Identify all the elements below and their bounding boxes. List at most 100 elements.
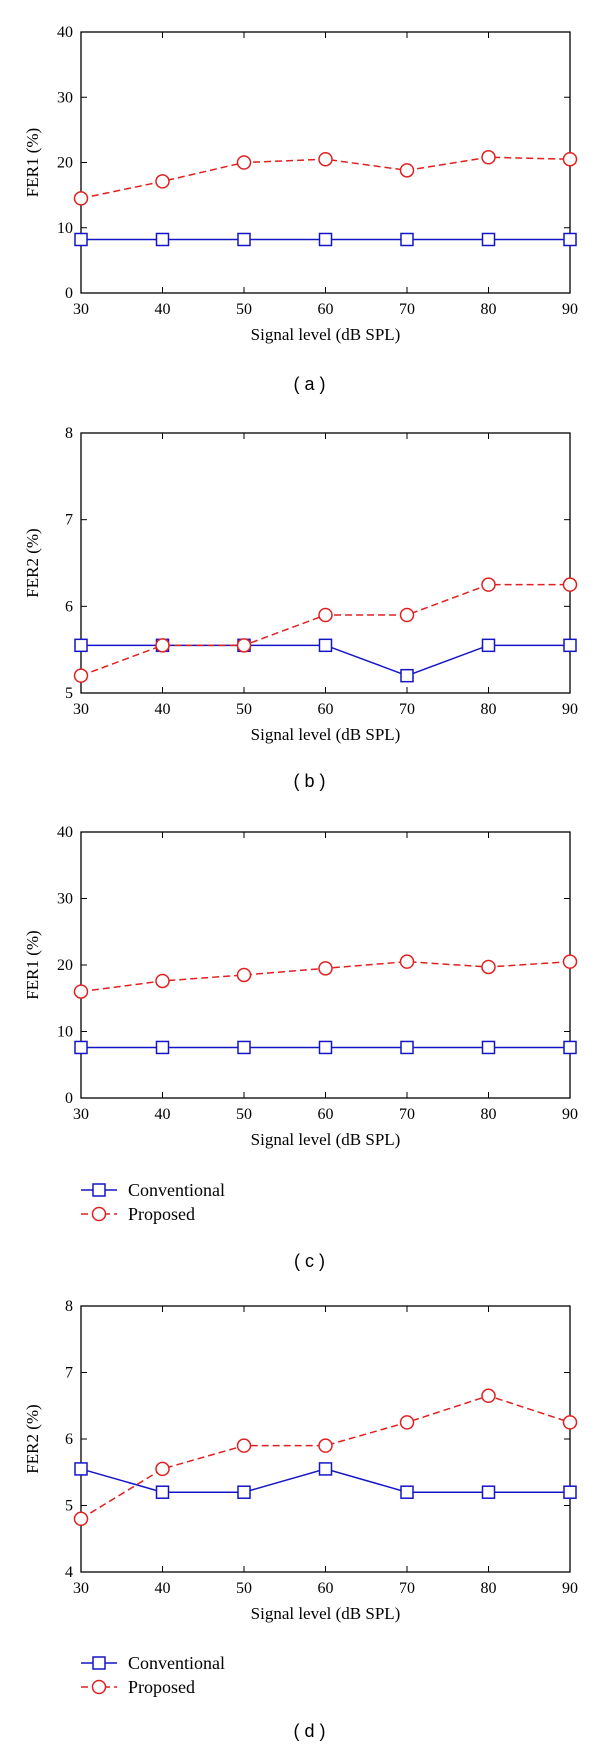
panel-label: ( a ) — [293, 374, 325, 394]
legend-label-conventional: Conventional — [128, 1653, 225, 1673]
data-point-proposed — [236, 638, 252, 653]
data-point-conventional — [563, 1040, 577, 1055]
x-tick-label: 70 — [399, 1580, 415, 1597]
data-point-proposed — [73, 668, 89, 683]
data-point-proposed — [481, 959, 496, 975]
data-point-conventional — [481, 1040, 496, 1055]
y-axis-label: FER2 (%) — [23, 1404, 42, 1473]
x-tick-label: 40 — [155, 1106, 171, 1123]
data-point-proposed — [399, 607, 415, 623]
data-point-conventional — [237, 1040, 251, 1055]
y-axis-label: FER1 (%) — [23, 930, 42, 999]
data-point-proposed — [236, 1438, 252, 1453]
data-point-proposed — [155, 174, 170, 189]
data-point-conventional — [237, 232, 251, 247]
data-point-conventional — [318, 232, 333, 247]
y-tick-label: 20 — [57, 957, 73, 974]
series-proposed — [73, 150, 578, 206]
data-point-conventional — [563, 638, 577, 653]
x-axis-label: Signal level (dB SPL) — [251, 1604, 401, 1623]
data-point-proposed — [155, 973, 170, 989]
x-tick-label: 80 — [481, 1580, 497, 1597]
y-tick-label: 10 — [57, 1024, 73, 1041]
data-point-proposed — [399, 954, 415, 969]
data-point-proposed — [562, 151, 578, 167]
legend-marker-proposed — [91, 1679, 107, 1695]
data-point-proposed — [399, 1415, 415, 1430]
x-tick-label: 30 — [73, 701, 89, 718]
legend: Conventional Proposed — [81, 1180, 225, 1224]
data-point-proposed — [481, 577, 496, 592]
y-axis-label: FER2 (%) — [23, 528, 42, 597]
x-tick-label: 50 — [236, 301, 252, 318]
x-axis-label: Signal level (dB SPL) — [251, 1130, 401, 1149]
data-point-conventional — [481, 232, 496, 247]
x-tick-label: 40 — [155, 1580, 171, 1597]
x-tick-label: 60 — [318, 301, 334, 318]
data-point-conventional — [155, 1485, 170, 1499]
x-tick-label: 40 — [155, 701, 171, 718]
plot-frame — [80, 432, 571, 694]
x-tick-label: 50 — [236, 1106, 252, 1123]
series-line-proposed — [80, 583, 570, 677]
y-tick-label: 40 — [57, 824, 73, 841]
y-tick-label: 7 — [65, 512, 73, 529]
x-tick-label: 30 — [73, 1106, 89, 1123]
x-tick-label: 90 — [562, 301, 578, 318]
y-tick-label: 5 — [65, 1498, 73, 1515]
panel-label: ( d ) — [293, 1721, 325, 1741]
y-tick-label: 10 — [57, 220, 73, 237]
panel-label: ( b ) — [293, 771, 325, 791]
data-point-proposed — [562, 954, 578, 969]
data-point-proposed — [73, 1511, 89, 1527]
series-conventional — [74, 1040, 577, 1055]
x-tick-label: 40 — [155, 301, 171, 318]
legend-label-proposed: Proposed — [128, 1677, 195, 1697]
legend-label-conventional: Conventional — [128, 1180, 225, 1200]
x-tick-label: 60 — [318, 1106, 334, 1123]
x-tick-label: 60 — [318, 701, 334, 718]
data-point-proposed — [318, 1438, 333, 1453]
series-proposed — [73, 1388, 578, 1527]
x-tick-label: 60 — [318, 1580, 334, 1597]
data-point-conventional — [318, 638, 333, 653]
y-tick-label: 8 — [65, 1298, 73, 1315]
data-point-conventional — [481, 638, 496, 653]
legend: Conventional Proposed — [81, 1653, 225, 1697]
data-point-proposed — [236, 155, 252, 170]
data-point-conventional — [481, 1485, 496, 1499]
y-axis-label: FER1 (%) — [23, 128, 42, 197]
y-tick-label: 20 — [57, 155, 73, 172]
data-point-proposed — [236, 967, 252, 983]
data-point-proposed — [399, 163, 415, 178]
y-tick-label: 8 — [65, 425, 73, 442]
data-point-conventional — [74, 1040, 88, 1055]
chart-panel-3: 30 40 50 60 70 80 90 0 10 20 30 40 Signal level (dB … — [23, 824, 578, 1271]
data-point-proposed — [318, 607, 333, 623]
y-tick-label: 6 — [65, 598, 73, 615]
data-point-proposed — [481, 150, 496, 165]
data-point-conventional — [237, 1485, 251, 1499]
data-point-conventional — [74, 232, 88, 247]
y-tick-label: 6 — [65, 1431, 73, 1448]
data-point-conventional — [318, 1040, 333, 1055]
data-point-conventional — [74, 1462, 88, 1476]
series-conventional — [74, 1462, 577, 1499]
data-point-conventional — [400, 1485, 414, 1499]
x-tick-label: 30 — [73, 301, 89, 318]
y-tick-label: 40 — [57, 24, 73, 41]
series-line-proposed — [80, 1394, 571, 1520]
y-tick-label: 7 — [65, 1365, 73, 1382]
x-tick-label: 90 — [562, 1580, 578, 1597]
x-tick-label: 70 — [399, 701, 415, 718]
chart-panel-2: 30 40 50 60 70 80 90 5 6 7 8 Signal level (dB SPL) F… — [23, 425, 578, 791]
data-point-conventional — [318, 1462, 333, 1476]
y-tick-label: 30 — [57, 89, 73, 106]
data-point-conventional — [563, 1485, 577, 1499]
x-tick-label: 80 — [481, 1106, 497, 1123]
data-point-proposed — [73, 984, 89, 999]
x-tick-label: 50 — [236, 701, 252, 718]
series-conventional — [74, 232, 577, 247]
y-tick-label: 4 — [65, 1564, 73, 1581]
